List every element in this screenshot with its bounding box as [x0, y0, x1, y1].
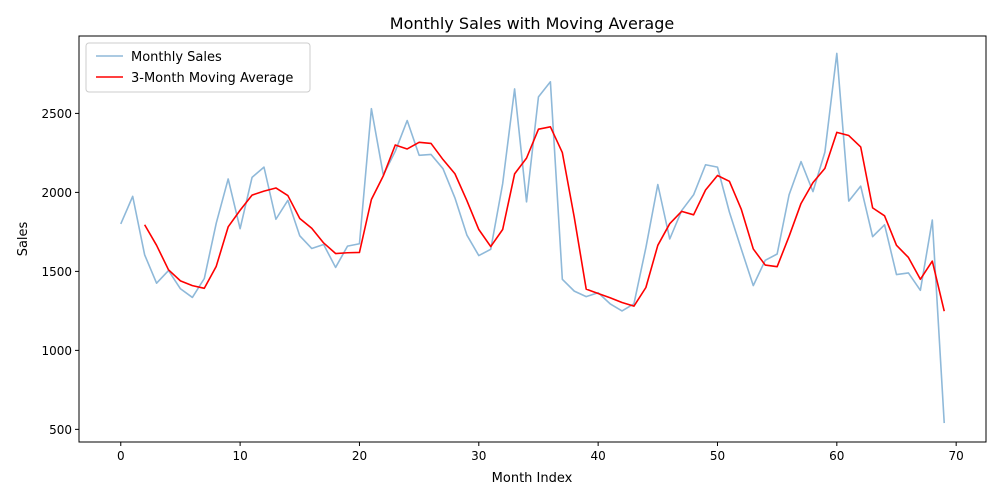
y-axis-label: Sales [16, 221, 31, 256]
legend-box [85, 42, 311, 93]
series-line-moving-average [143, 126, 946, 312]
y-tick-label: 500 [49, 423, 72, 437]
x-tick-label: 70 [949, 449, 964, 463]
y-tick-label: 1000 [41, 344, 72, 358]
legend: Monthly Sales 3-Month Moving Average [85, 42, 311, 93]
x-tick-label: 10 [232, 449, 247, 463]
x-tick-label: 40 [590, 449, 605, 463]
y-tick-label: 1500 [41, 265, 72, 279]
x-tick-label: 20 [352, 449, 367, 463]
y-tick-label: 2500 [41, 107, 72, 121]
x-axis: 0 10 20 30 40 50 60 70 [117, 442, 964, 463]
x-axis-label: Month Index [492, 471, 573, 486]
x-tick-label: 60 [829, 449, 844, 463]
y-tick-label: 2000 [41, 186, 72, 200]
series-layer [120, 52, 946, 424]
x-tick-label: 0 [117, 449, 125, 463]
axes-frame [78, 35, 987, 443]
y-axis: 500 1000 1500 2000 2500 [41, 107, 79, 437]
plot-area [78, 35, 987, 443]
legend-label-moving-average: 3-Month Moving Average [131, 71, 293, 86]
series-line-monthly-sales [120, 52, 946, 424]
x-tick-label: 30 [471, 449, 486, 463]
legend-label-monthly-sales: Monthly Sales [131, 50, 222, 65]
x-tick-label: 50 [710, 449, 725, 463]
chart-title: Monthly Sales with Moving Average [390, 14, 674, 33]
